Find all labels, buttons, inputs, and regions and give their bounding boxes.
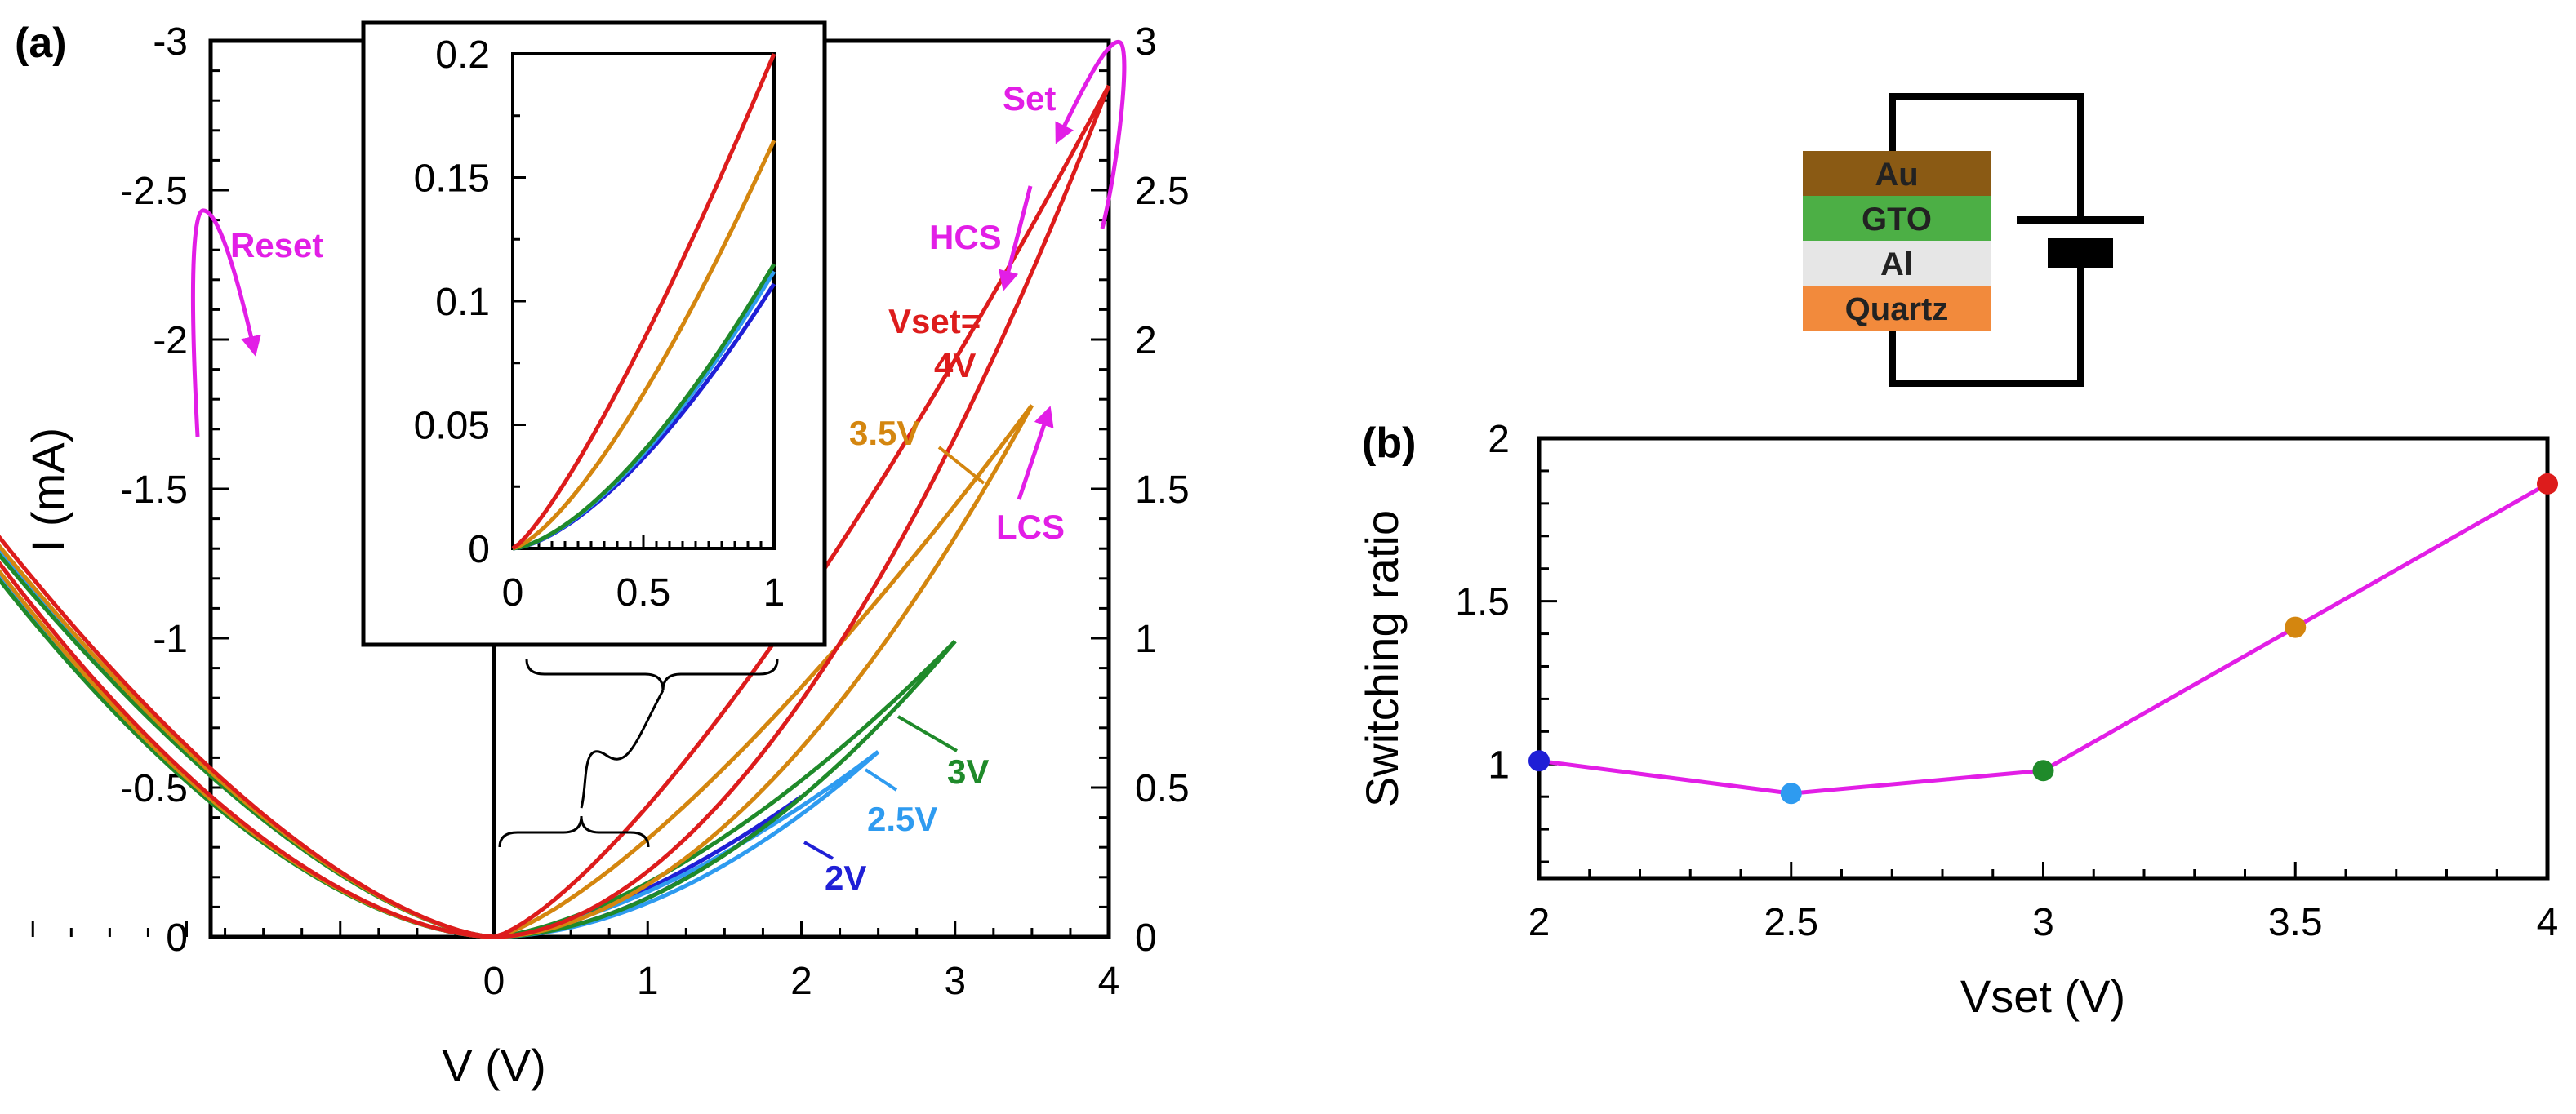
device-layer (1803, 151, 1991, 196)
y-right-tick-label: 1 (1135, 618, 1157, 661)
lcs-annotation: LCS (996, 508, 1065, 546)
label-leader (864, 768, 898, 792)
device-layer-label: Au (1875, 157, 1918, 193)
set-annotation: Set (1003, 79, 1056, 118)
b-x-tick-label: 3 (2032, 901, 2054, 944)
y-left-tick-label: 0 (166, 916, 188, 960)
lcs-arrow (1017, 406, 1054, 500)
b-x-tick-label: 4 (2537, 901, 2559, 944)
inset-x-tick-label: 0 (502, 571, 524, 615)
x-tick-label: 3 (944, 960, 966, 1003)
series-label-3-5v: 3.5V (849, 414, 919, 452)
device-schematic: Au GTO Al Quartz (1803, 93, 2144, 387)
b-y-tick-label: 2 (1488, 418, 1510, 461)
y-right-tick-label: 0.5 (1135, 767, 1190, 810)
inset-x-tick-label: 1 (763, 571, 785, 615)
inset-series-line (512, 263, 776, 551)
x-tick-label: 0 (483, 960, 505, 1003)
b-series-line (1538, 482, 2549, 796)
panel-b-xlabel: Vset (V) (1960, 970, 2125, 1022)
series-line (493, 404, 1034, 939)
device-layer (1803, 196, 1991, 241)
series-label-2-5v: 2.5V (867, 800, 937, 838)
b-data-point (2032, 760, 2054, 782)
b-y-tick-label: 1.5 (1455, 581, 1510, 624)
b-x-tick-label: 2 (1528, 901, 1550, 944)
panel-a-ylabel: I (mA) (22, 428, 73, 552)
y-left-tick-label: -2 (153, 319, 188, 362)
series-label-3v: 3V (947, 752, 989, 791)
y-left-tick-label: -3 (153, 20, 188, 64)
inset-y-tick-label: 0.2 (435, 33, 490, 77)
panel-a-label: (a) (15, 20, 67, 67)
inset-series-line (512, 140, 776, 551)
y-left-tick-label: -1 (153, 618, 188, 661)
hcs-annotation: HCS (929, 218, 1002, 256)
inset-y-tick-label: 0.05 (414, 405, 490, 448)
panel-b-switching-ratio: 2 2.5 3 3.5 4 1 1.5 2 Vset (V) Switching ratio (1356, 418, 2558, 1022)
y-left-tick-label: -1.5 (120, 468, 188, 512)
panel-b-label: (b) (1362, 419, 1416, 467)
y-right-tick-label: 3 (1135, 20, 1157, 64)
b-data-point (1528, 750, 1550, 772)
series-line (493, 403, 1034, 939)
series-label-2v: 2V (825, 859, 866, 897)
y-right-tick-label: 2.5 (1135, 170, 1190, 213)
y-right-tick-label: 1.5 (1135, 468, 1190, 512)
series-line (493, 640, 957, 939)
device-layer-label: Quartz (1845, 291, 1949, 327)
b-data-point (2537, 473, 2558, 495)
inset-y-tick-label: 0.15 (414, 158, 490, 201)
inset-y-tick-label: 0 (468, 528, 490, 571)
panel-a-iv-plot: -4.5012340-0.5-1-1.5-2-2.5-300.511.522.5… (0, 20, 1190, 1091)
x-tick-label: 4 (1098, 960, 1120, 1003)
hcs-arrow (998, 185, 1033, 291)
y-left-tick-label: -2.5 (120, 170, 188, 213)
x-tick-label: 1 (637, 960, 659, 1003)
panel-b-frame (1537, 436, 2550, 881)
b-x-tick-label: 2.5 (1764, 901, 1818, 944)
reset-arrow (190, 208, 261, 437)
inset-brace-top (525, 659, 779, 691)
device-layer-label: Al (1880, 246, 1913, 282)
device-layer-label: GTO (1862, 202, 1932, 237)
inset-y-tick-label: 0.1 (435, 281, 490, 324)
series-label-4v: 4V (934, 346, 976, 384)
set-arrow (1055, 39, 1127, 229)
circuit-wire (1889, 93, 2084, 387)
device-layer (1803, 241, 1991, 286)
panel-b-ylabel: Switching ratio (1356, 510, 1408, 807)
b-data-point (2285, 616, 2307, 638)
label-leader (803, 841, 834, 860)
series-line (0, 535, 495, 939)
b-data-point (1780, 783, 1802, 805)
reset-annotation: Reset (230, 226, 323, 264)
device-layer (1803, 286, 1991, 331)
panel-a-xlabel: V (V) (442, 1040, 546, 1091)
inset-frame (361, 20, 827, 647)
inset-series-line (511, 53, 776, 550)
b-x-tick-label: 3.5 (2268, 901, 2323, 944)
y-right-tick-label: 0 (1135, 916, 1157, 960)
series-line (493, 84, 1111, 939)
inset-x-tick-label: 0.5 (616, 571, 671, 615)
inset-brace-connector (580, 690, 665, 809)
battery-short-plate (2048, 238, 2113, 268)
x-tick-label: 2 (790, 960, 812, 1003)
y-right-tick-label: 2 (1135, 319, 1157, 362)
inset-brace-bottom (498, 815, 650, 848)
label-leader (937, 446, 985, 485)
series-label-vset: Vset= (888, 302, 981, 340)
b-y-tick-label: 1 (1488, 743, 1510, 787)
series-line (0, 560, 495, 939)
label-leader (896, 715, 959, 752)
